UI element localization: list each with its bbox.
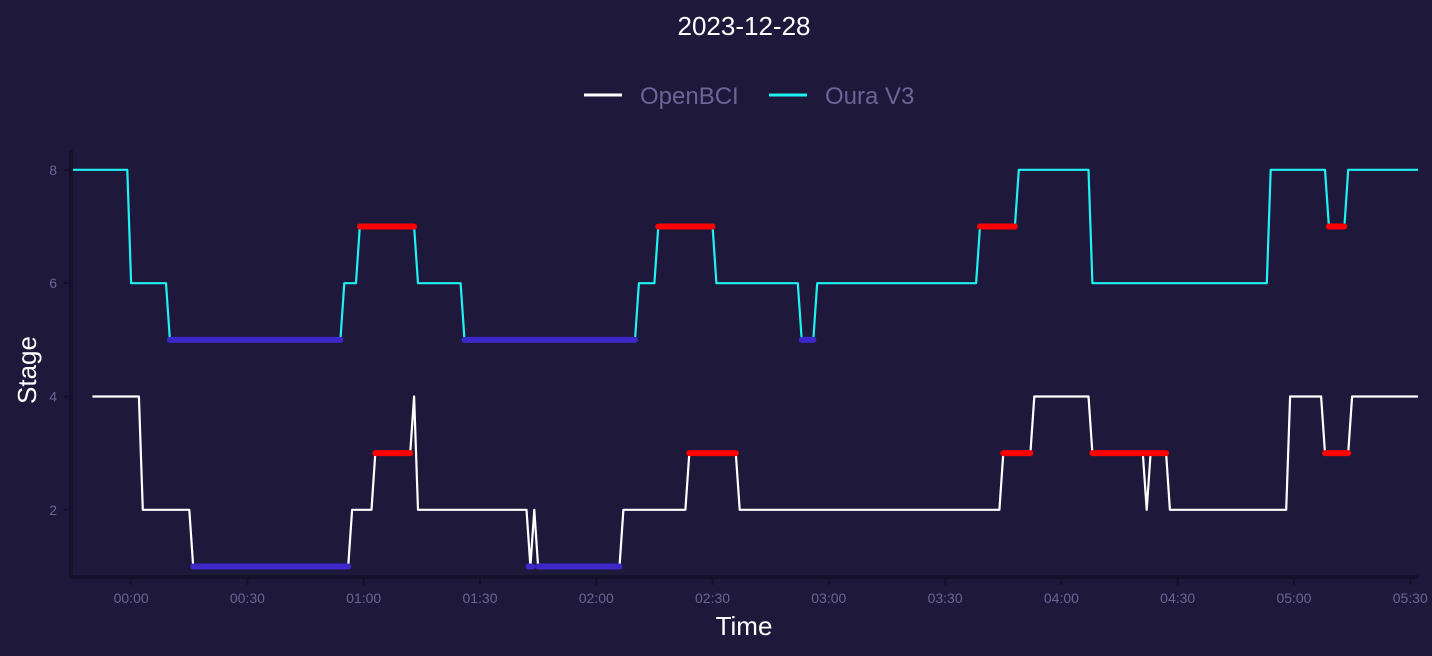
- legend-label-oura: Oura V3: [825, 83, 914, 110]
- x-tick-label: 02:00: [579, 590, 614, 606]
- y-tick-label: 6: [49, 275, 57, 291]
- x-axis-ticks: 00:00 00:30 01:00 01:30 02:00 02:30 03:00 03:30…: [114, 577, 1428, 606]
- y-axis-title: Stage: [12, 336, 42, 404]
- y-axis-ticks: 2 4 6 8: [49, 162, 71, 518]
- x-tick-label: 00:00: [114, 590, 149, 606]
- x-tick-label: 01:30: [462, 590, 497, 606]
- x-tick-label: 04:30: [1160, 590, 1195, 606]
- x-tick-label: 05:30: [1393, 590, 1428, 606]
- series-line-oura-v3: [73, 168, 1418, 341]
- x-tick-label: 03:00: [811, 590, 846, 606]
- x-tick-label: 04:00: [1044, 590, 1079, 606]
- x-tick-label: 05:00: [1276, 590, 1311, 606]
- legend: OpenBCI Oura V3: [584, 83, 914, 110]
- x-tick-label: 03:30: [928, 590, 963, 606]
- x-axis-title: Time: [716, 611, 773, 641]
- x-tick-label: 02:30: [695, 590, 730, 606]
- x-tick-label: 01:00: [346, 590, 381, 606]
- legend-label-openbci: OpenBCI: [640, 83, 739, 110]
- y-tick-label: 8: [49, 162, 57, 178]
- y-tick-label: 2: [49, 502, 57, 518]
- x-tick-label: 00:30: [230, 590, 265, 606]
- highlight-segments: [166, 223, 1352, 570]
- y-tick-label: 4: [49, 389, 57, 405]
- chart-title: 2023-12-28: [678, 11, 811, 41]
